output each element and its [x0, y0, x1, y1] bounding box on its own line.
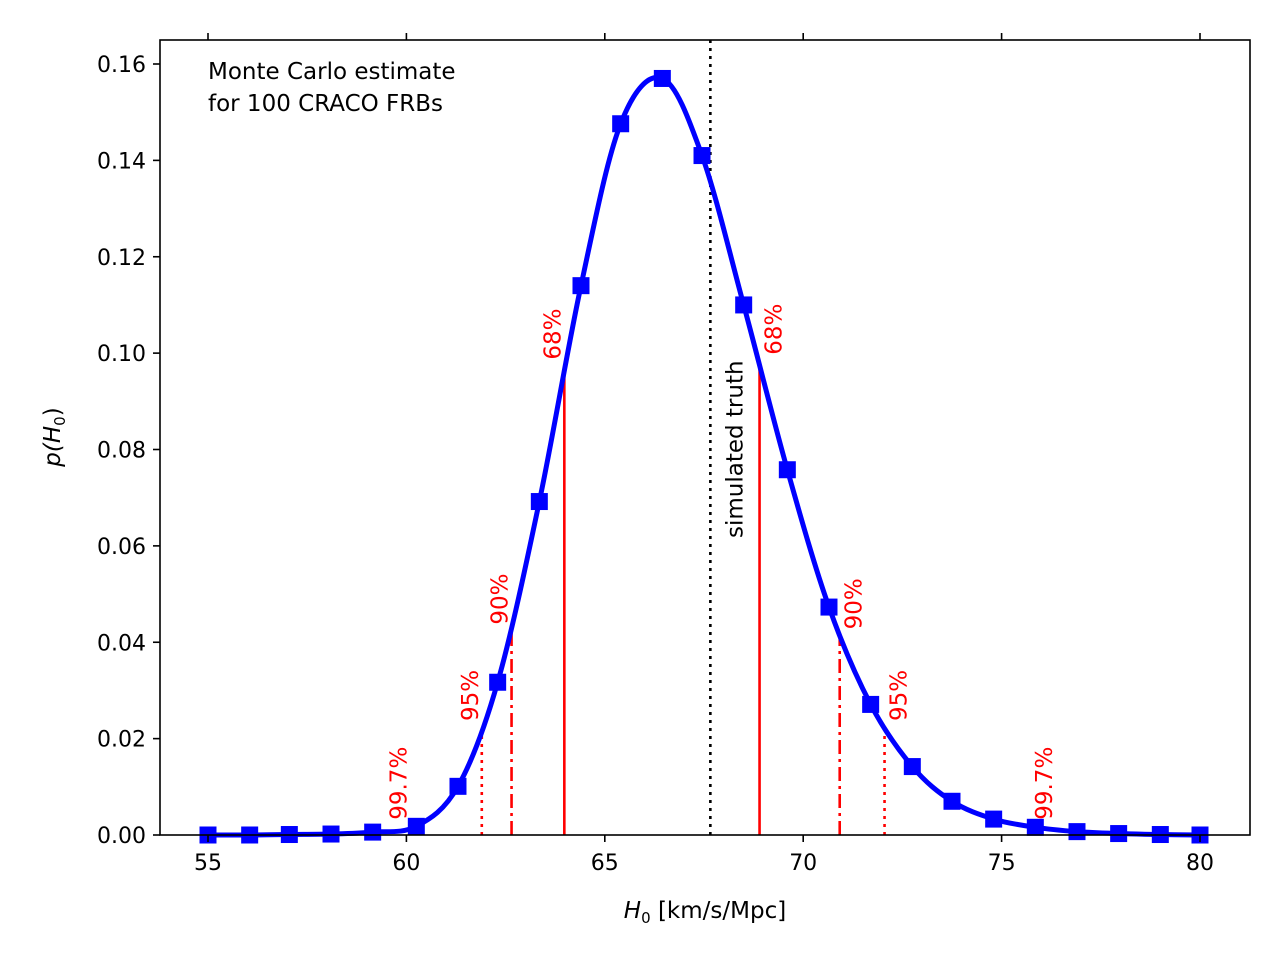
data-point-10	[612, 115, 630, 133]
axes: 55 60 65 70 75 80 0.00 0.02 0.04 0.06 0.08 0.10 0.12…	[97, 33, 1214, 876]
y-axis-prefix: p(	[40, 442, 66, 468]
y-tick-label-6: 0.12	[97, 246, 146, 271]
data-point-7	[489, 673, 507, 691]
y-axis-sub: 0	[51, 416, 69, 426]
ci-label-997-right: 99.7%	[1032, 747, 1058, 820]
ci-label-68-left: 68%	[540, 308, 566, 359]
annotation-line-1: Monte Carlo estimate	[208, 59, 456, 85]
data-point-11	[653, 69, 671, 87]
data-point-21	[1068, 823, 1086, 841]
data-point-14	[778, 461, 796, 479]
data-point-9	[572, 277, 590, 295]
data-point-6	[449, 777, 467, 795]
data-point-17	[903, 758, 921, 776]
ci-label-90-left: 90%	[488, 573, 514, 624]
data-point-8	[530, 493, 548, 511]
data-point-4	[364, 823, 382, 841]
data-point-13	[735, 296, 753, 314]
x-tick-label-5: 80	[1186, 851, 1214, 876]
truth-label: simulated truth	[722, 360, 748, 538]
ci-label-95-left: 95%	[458, 670, 484, 721]
x-axis-title: H0 [km/s/Mpc]	[624, 898, 786, 927]
y-tick-label-8: 0.16	[97, 53, 146, 78]
ci-label-90-right: 90%	[842, 578, 868, 629]
y-tick-label-0: 0.00	[97, 824, 146, 849]
x-tick-label-4: 75	[988, 851, 1016, 876]
y-tick-label-3: 0.06	[97, 535, 146, 560]
y-tick-label-7: 0.14	[97, 149, 146, 174]
y-tick-label-4: 0.08	[97, 439, 146, 464]
data-point-3	[322, 825, 340, 843]
x-axis-unit: [km/s/Mpc]	[651, 898, 787, 924]
x-tick-label-0: 55	[194, 851, 222, 876]
data-point-18	[943, 792, 961, 810]
y-tick-label-2: 0.04	[97, 631, 146, 656]
data-point-19	[985, 810, 1003, 828]
x-tick-label-2: 65	[591, 851, 619, 876]
ci-label-997-left: 99.7%	[386, 747, 412, 820]
x-tick-label-1: 60	[392, 851, 420, 876]
y-axis-title: p(H0)	[40, 407, 69, 467]
x-axis-sub: 0	[641, 909, 651, 927]
x-tick-label-3: 70	[789, 851, 817, 876]
data-point-22	[1110, 825, 1128, 843]
ci-label-68-right: 68%	[762, 304, 788, 355]
y-tick-label-5: 0.10	[97, 342, 146, 367]
x-axis-var: H	[624, 898, 641, 924]
data-point-15	[820, 598, 838, 616]
y-axis-var: H	[40, 426, 66, 443]
data-point-5	[407, 817, 425, 835]
series-line	[207, 74, 1201, 838]
y-tick-label-1: 0.02	[97, 728, 146, 753]
data-point-16	[862, 695, 880, 713]
data-point-20	[1026, 818, 1044, 836]
plot-frame	[159, 39, 1251, 836]
plot-area: 68% 68% 90% 90% 95% 95% 99.7% 99.7% simulated tr…	[199, 40, 1209, 844]
ci-label-95-right: 95%	[887, 670, 913, 721]
annotation-line-2: for 100 CRACO FRBs	[208, 91, 443, 117]
y-axis-suffix: )	[40, 407, 66, 416]
data-point-12	[693, 147, 711, 165]
